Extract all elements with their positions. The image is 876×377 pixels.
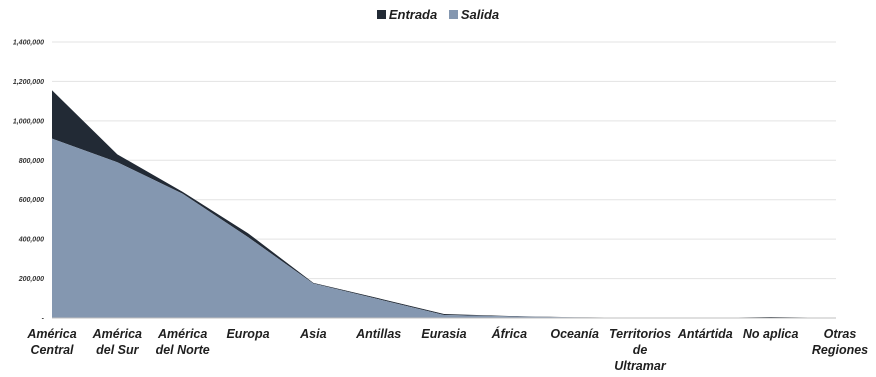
y-tick-label-0: - — [42, 316, 45, 323]
x-tick-label-8: Oceanía — [550, 327, 599, 341]
legend: Entrada Salida — [0, 7, 876, 22]
legend-label-salida: Salida — [460, 7, 500, 22]
legend-label-entrada: Entrada — [388, 7, 438, 22]
x-tick-label-10: Antártida — [677, 327, 733, 341]
y-tick-label-2: 400,000 — [18, 237, 44, 244]
x-tick-label-6: Eurasia — [421, 327, 466, 341]
y-tick-label-1: 200,000 — [18, 276, 44, 283]
x-tick-label-1: América del Sur — [92, 327, 142, 357]
x-tick-label-5: Antillas — [355, 327, 401, 341]
legend-swatch-entrada — [376, 10, 386, 19]
x-tick-label-2: América del Norte — [156, 327, 210, 357]
legend-item-salida: Salida — [448, 7, 500, 22]
x-tick-label-9: Territorios de Ultramar — [609, 327, 671, 373]
y-tick-label-7: 1,400,000 — [13, 40, 44, 47]
legend-item-entrada: Entrada — [376, 7, 438, 22]
y-tick-label-6: 1,200,000 — [13, 79, 44, 86]
x-tick-label-3: Europa — [226, 327, 269, 341]
x-tick-label-7: África — [491, 326, 527, 341]
y-tick-label-4: 800,000 — [19, 158, 44, 165]
x-tick-label-4: Asia — [299, 327, 326, 341]
x-tick-label-12: Otras Regiones — [812, 327, 868, 357]
y-tick-label-5: 1,000,000 — [13, 118, 44, 125]
x-tick-label-11: No aplica — [743, 327, 799, 341]
area-salida — [52, 138, 836, 318]
y-tick-label-3: 600,000 — [19, 197, 44, 204]
legend-swatch-salida — [448, 10, 458, 19]
x-tick-label-0: América Central — [26, 327, 76, 357]
